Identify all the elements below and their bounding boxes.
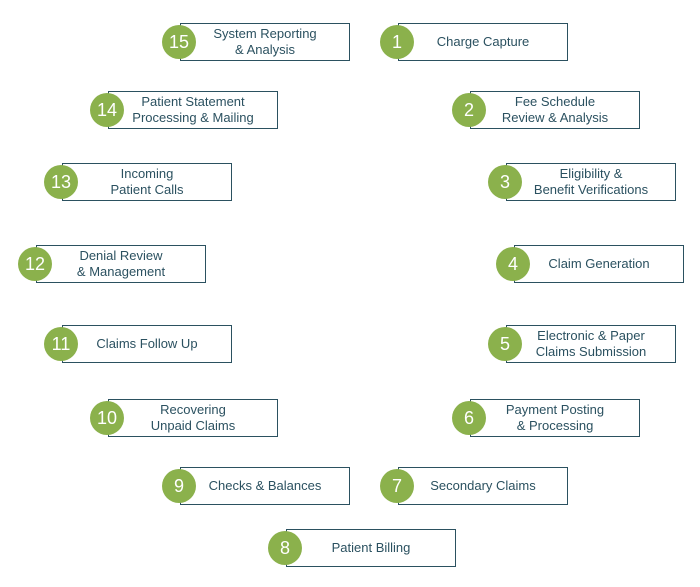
step-9-label: Checks & Balances xyxy=(180,467,350,505)
step-11-number: 11 xyxy=(44,327,78,361)
step-3-label: Eligibility & Benefit Verifications xyxy=(506,163,676,201)
step-4-label: Claim Generation xyxy=(514,245,684,283)
step-13-number: 13 xyxy=(44,165,78,199)
step-8-label: Patient Billing xyxy=(286,529,456,567)
step-1-number: 1 xyxy=(380,25,414,59)
step-15-label: System Reporting & Analysis xyxy=(180,23,350,61)
step-14-label: Patient Statement Processing & Mailing xyxy=(108,91,278,129)
step-10-label: Recovering Unpaid Claims xyxy=(108,399,278,437)
step-15-number: 15 xyxy=(162,25,196,59)
step-8-number: 8 xyxy=(268,531,302,565)
step-6-label: Payment Posting & Processing xyxy=(470,399,640,437)
step-5-label: Electronic & Paper Claims Submission xyxy=(506,325,676,363)
step-7-number: 7 xyxy=(380,469,414,503)
step-12-number: 12 xyxy=(18,247,52,281)
step-4-number: 4 xyxy=(496,247,530,281)
step-12-label: Denial Review & Management xyxy=(36,245,206,283)
step-9-number: 9 xyxy=(162,469,196,503)
step-13-label: Incoming Patient Calls xyxy=(62,163,232,201)
step-14-number: 14 xyxy=(90,93,124,127)
step-5-number: 5 xyxy=(488,327,522,361)
step-6-number: 6 xyxy=(452,401,486,435)
step-2-number: 2 xyxy=(452,93,486,127)
step-11-label: Claims Follow Up xyxy=(62,325,232,363)
process-diagram: Charge Capture1 Fee Schedule Review & Ana… xyxy=(0,0,700,587)
step-10-number: 10 xyxy=(90,401,124,435)
step-3-number: 3 xyxy=(488,165,522,199)
step-1-label: Charge Capture xyxy=(398,23,568,61)
step-2-label: Fee Schedule Review & Analysis xyxy=(470,91,640,129)
step-7-label: Secondary Claims xyxy=(398,467,568,505)
